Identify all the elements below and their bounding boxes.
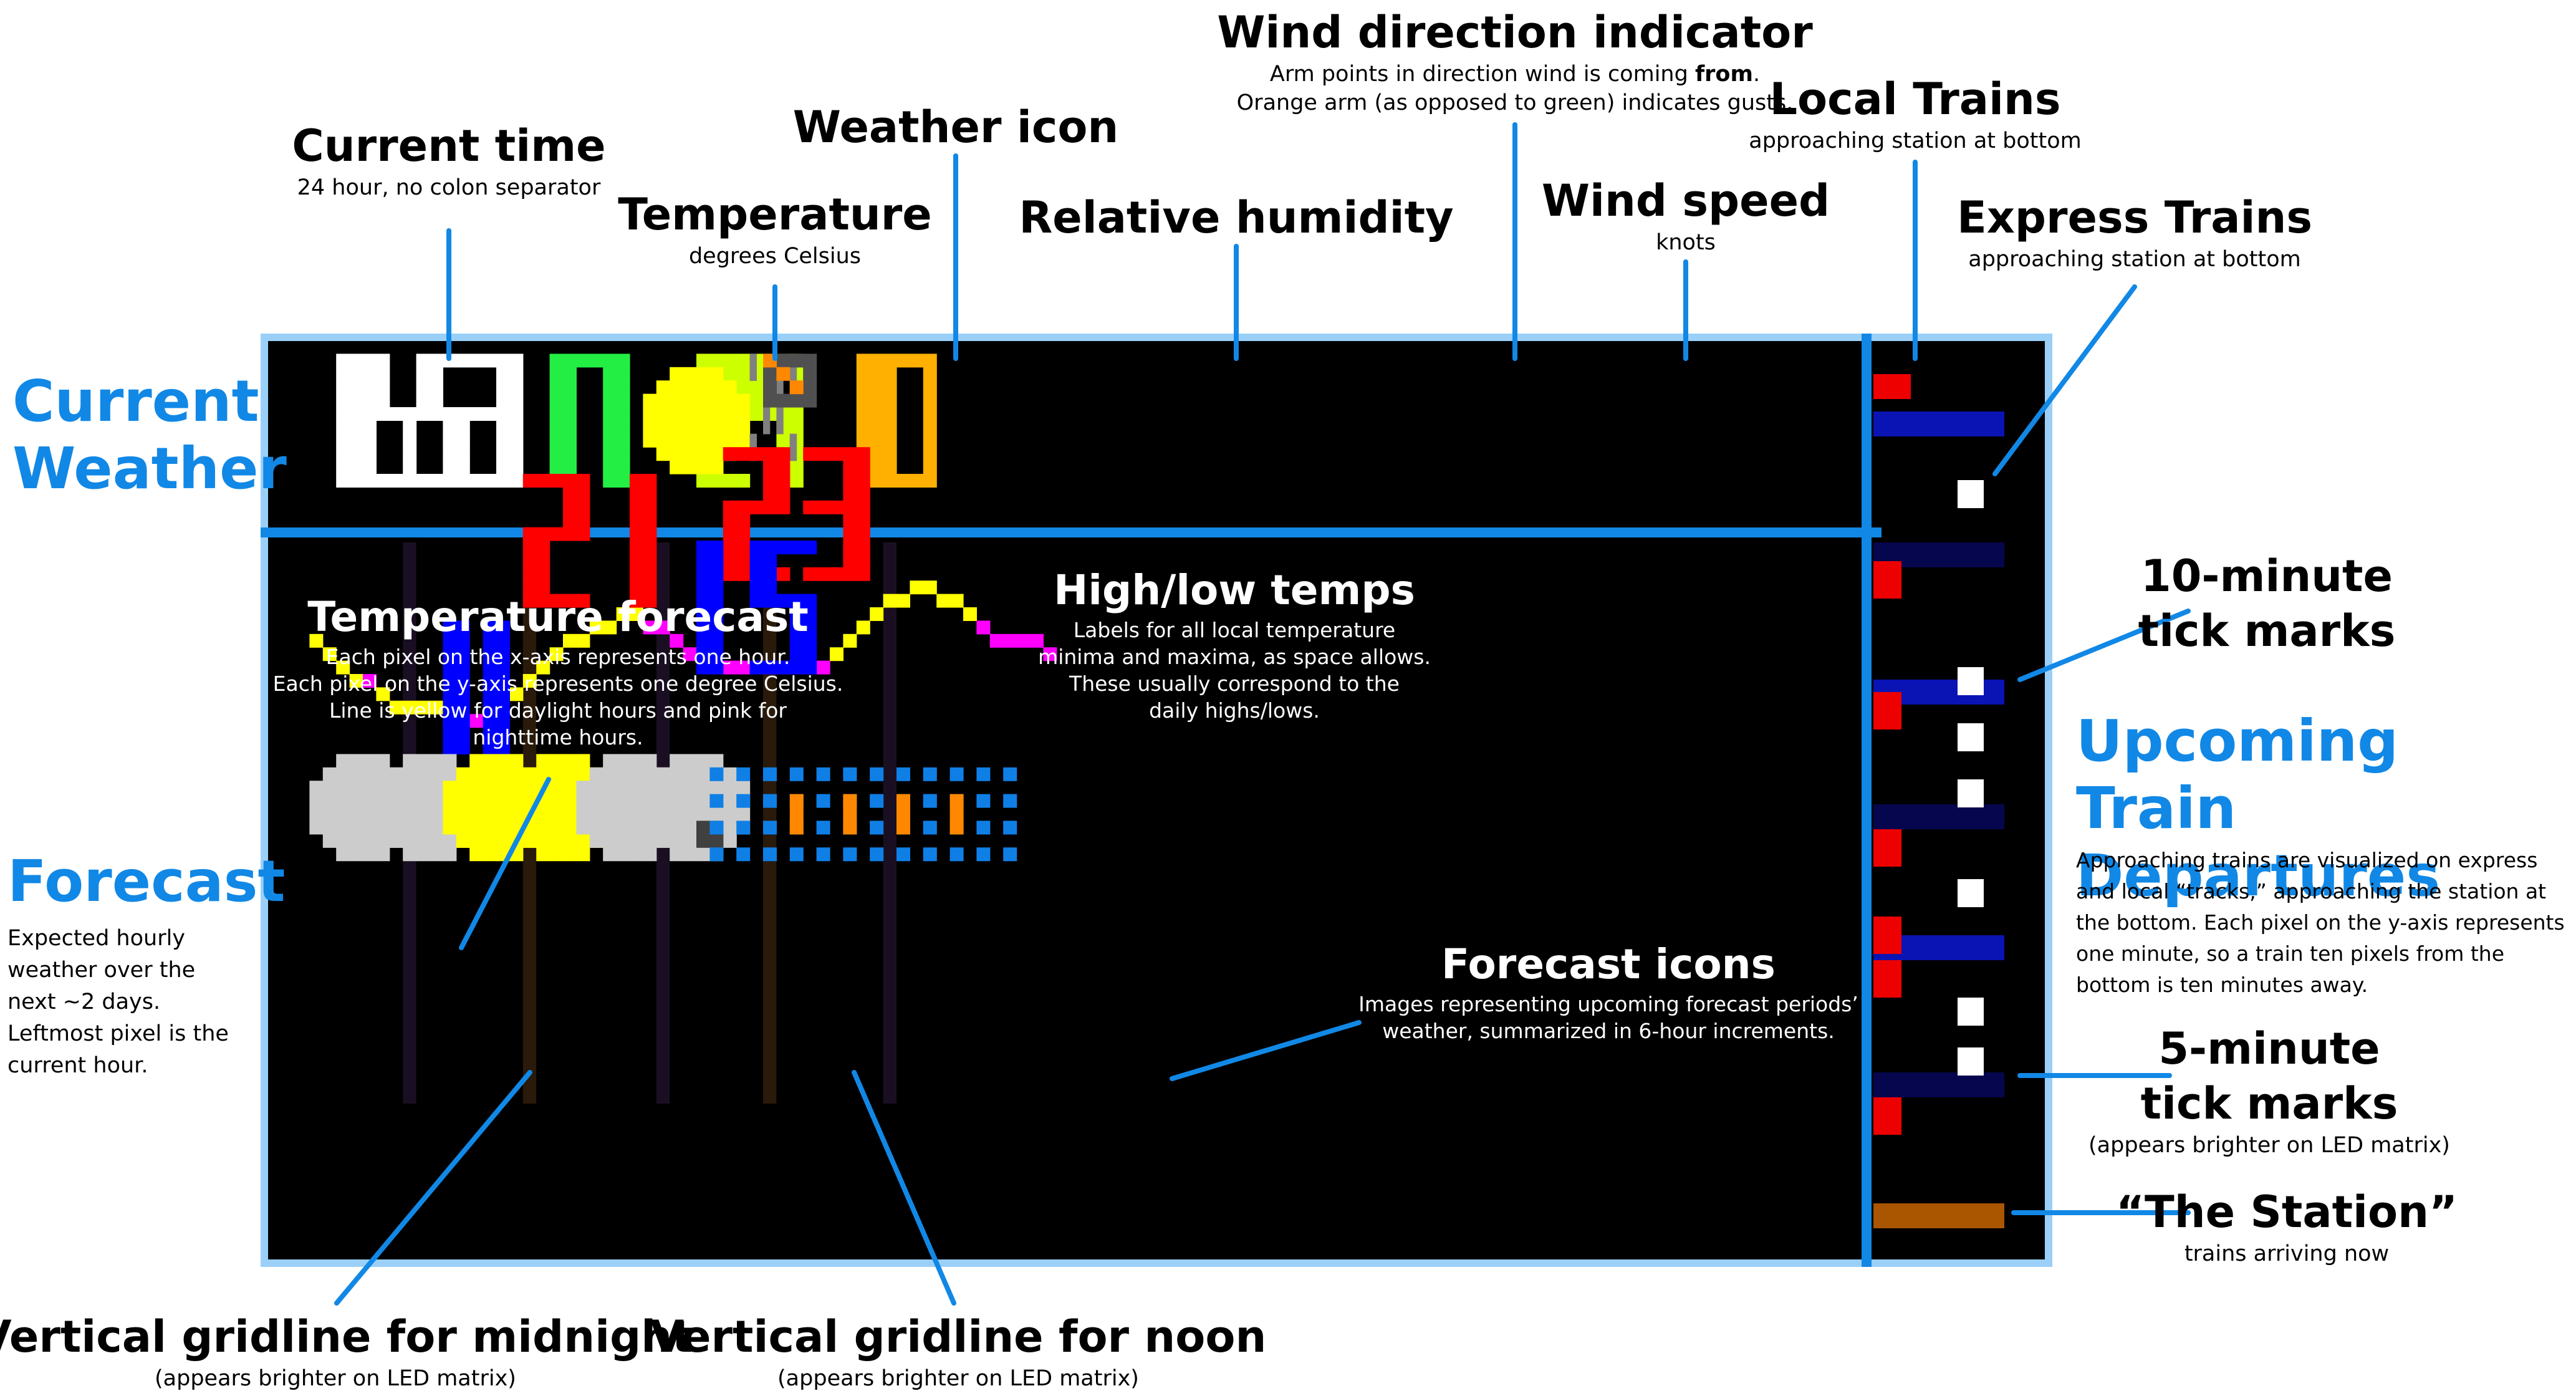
label-wind-direction: Wind direction indicator Arm points in d… xyxy=(1217,7,1813,115)
the-station xyxy=(1873,1203,2004,1228)
weather-divider xyxy=(261,527,1882,537)
local-train xyxy=(1873,960,1901,998)
label-midnight-gridline: Vertical gridline for midnight (appears … xyxy=(0,1311,693,1391)
express-train xyxy=(1958,723,1984,751)
express-train xyxy=(1958,998,1984,1026)
digit-group xyxy=(336,354,524,488)
express-train xyxy=(1958,667,1984,695)
digit-group xyxy=(549,354,630,488)
local-train xyxy=(1873,692,1901,729)
label-temperature-forecast: Temperature forecast Each pixel on the x… xyxy=(272,593,843,749)
label-the-station: “The Station” trains arriving now xyxy=(2116,1187,2458,1266)
digit-group xyxy=(443,620,510,754)
express-train xyxy=(1958,779,1984,807)
callout-line xyxy=(852,1070,956,1306)
express-train xyxy=(1958,879,1984,907)
label-temperature: Temperature degrees Celsius xyxy=(618,189,932,269)
digit-group xyxy=(696,541,817,675)
callout-line xyxy=(1170,1020,1362,1081)
label-wind-speed: Wind speed knots xyxy=(1541,175,1830,255)
label-weather-icon: Weather icon xyxy=(792,102,1119,153)
label-express-trains: Express Trains approaching station at bo… xyxy=(1956,192,2313,272)
callout-line xyxy=(334,1070,532,1306)
local-train xyxy=(1873,374,1911,399)
local-train xyxy=(1873,829,1901,867)
label-high-low-temps: High/low temps Labels for all local temp… xyxy=(1038,566,1431,723)
label-5-minute-ticks: 5-minute tick marks (appears brighter on… xyxy=(2088,1023,2450,1158)
callout-line xyxy=(2017,609,2191,682)
digit-group xyxy=(522,474,657,608)
section-current-weather: Current Weather xyxy=(12,368,287,502)
upcoming-trains-description: Approaching trains are visualized on exp… xyxy=(2076,848,2565,997)
local-train xyxy=(1873,561,1901,599)
express-train xyxy=(1958,480,1984,508)
tick-5-minute xyxy=(1873,1072,2004,1097)
tick-5-minute xyxy=(1873,804,2004,829)
tick-10-minute xyxy=(1873,412,2004,436)
label-current-time: Current time 24 hour, no colon separator xyxy=(292,120,606,200)
label-noon-gridline: Vertical gridline for noon (appears brig… xyxy=(650,1311,1267,1391)
led-pixels xyxy=(309,354,2004,1228)
digit-group xyxy=(723,447,870,581)
label-forecast-icons: Forecast icons Images representing upcom… xyxy=(1358,940,1858,1043)
express-train xyxy=(1958,1047,1984,1076)
label-local-trains: Local Trains approaching station at bott… xyxy=(1749,74,2082,153)
digit-group xyxy=(856,354,937,488)
callout-line xyxy=(1992,284,2137,476)
local-train xyxy=(1873,1097,1901,1135)
callout-line xyxy=(459,777,551,950)
section-upcoming-trains: Upcoming Train Departures xyxy=(2076,708,2441,909)
section-forecast: Forecast xyxy=(7,848,286,915)
label-relative-humidity: Relative humidity xyxy=(1019,192,1454,243)
gridline xyxy=(883,542,896,1104)
forecast-description: Expected hourly weather over the next ~2… xyxy=(7,926,229,1078)
label-10-minute-ticks: 10-minute tick marks xyxy=(2138,551,2396,657)
trains-divider xyxy=(1862,334,1872,1267)
local-train xyxy=(1873,917,1901,954)
